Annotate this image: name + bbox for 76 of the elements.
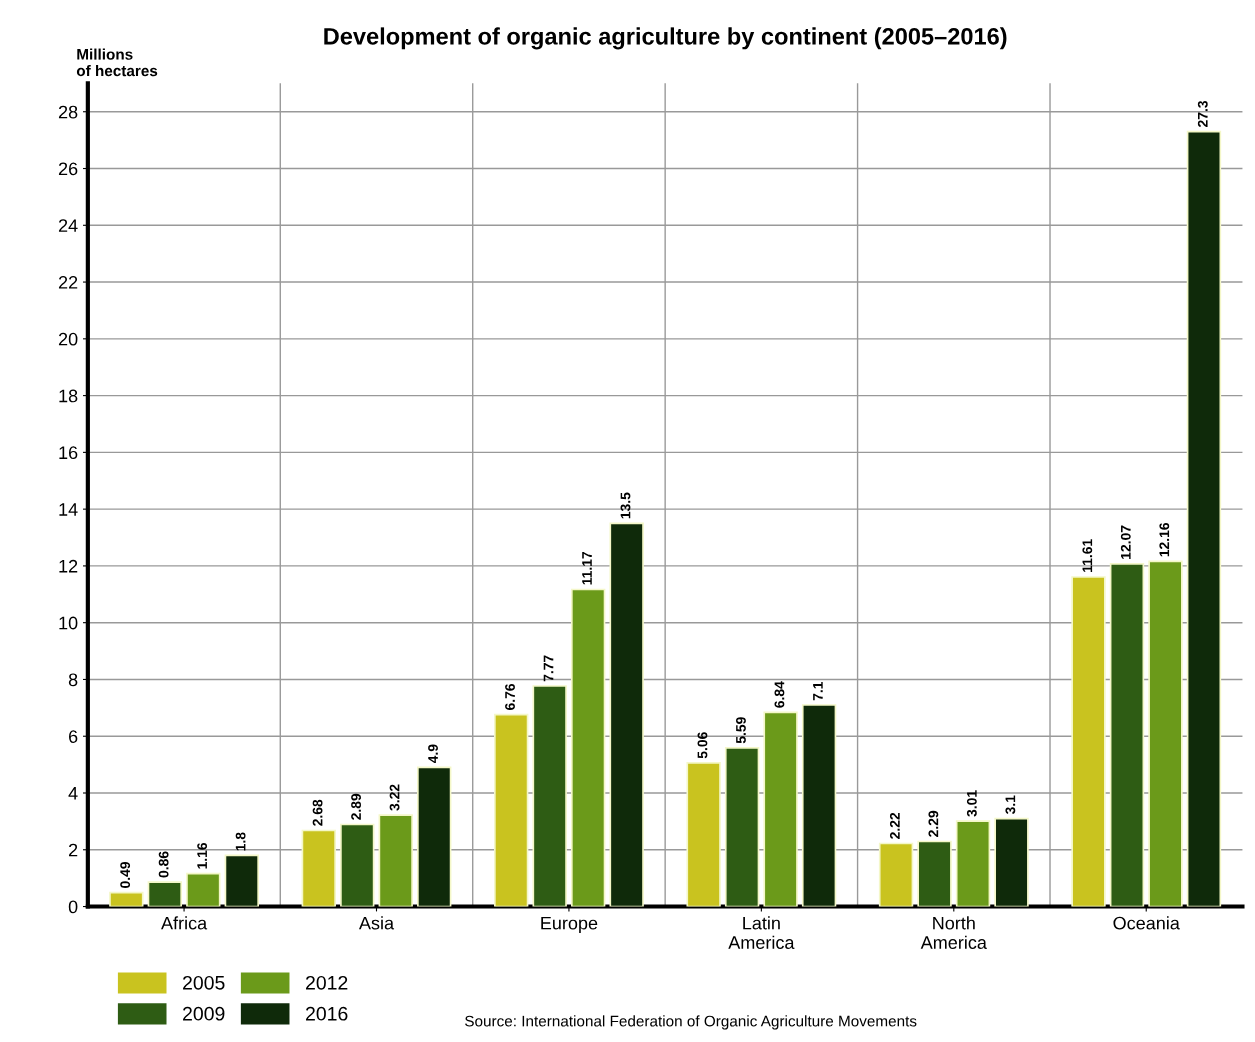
y-tick-label: 28 [58, 105, 78, 119]
data-label: 7.77 [543, 655, 554, 682]
y-axis-title: Millions of hectares [76, 48, 158, 77]
x-tick-label: Europe [541, 916, 598, 934]
bar [1148, 560, 1183, 907]
y-tick-label: 0 [68, 900, 78, 914]
legend-label: 2012 [306, 975, 348, 990]
bar [686, 762, 721, 907]
y-tick-label: 16 [59, 446, 78, 460]
bar [801, 704, 837, 907]
y-tick-label: 14 [59, 503, 78, 516]
data-label: 12.07 [1120, 525, 1131, 559]
y-tick-label: 22 [58, 275, 78, 289]
y-tick-label: 12 [59, 559, 78, 573]
data-label: 3.22 [389, 784, 400, 811]
x-tick-label: Africa [161, 916, 208, 930]
data-label: 0.49 [120, 861, 131, 888]
data-label: 5.59 [736, 717, 746, 744]
data-label: 5.06 [697, 732, 708, 759]
x-tick-label: North America [920, 916, 987, 949]
bar [878, 842, 914, 907]
bar [994, 817, 1029, 907]
data-label: 7.1 [813, 681, 823, 701]
bar [1186, 130, 1222, 907]
data-label: 12.16 [1159, 522, 1170, 557]
data-label: 1.16 [197, 842, 208, 869]
bar [917, 840, 952, 907]
bar [301, 829, 336, 907]
bar [224, 854, 259, 907]
bar [378, 814, 413, 907]
bar [532, 685, 567, 907]
x-tick-label: Latin America [728, 916, 795, 949]
y-tick-label: 10 [59, 616, 78, 630]
y-tick-label: 4 [68, 787, 78, 800]
y-tick-label: 8 [68, 673, 78, 687]
data-label: 11.61 [1082, 539, 1093, 572]
data-label: 27.3 [1197, 100, 1208, 127]
data-label: 0.86 [158, 851, 169, 878]
x-tick-label: Asia [358, 916, 395, 930]
bar [417, 766, 452, 907]
data-label: 11.17 [582, 551, 592, 585]
data-label: 4.9 [428, 744, 438, 764]
bar [109, 891, 144, 907]
data-label: 2.89 [351, 793, 361, 820]
bar [955, 820, 991, 907]
y-tick-label: 24 [58, 219, 78, 232]
bar [340, 823, 375, 907]
bar [1071, 576, 1106, 907]
chart-title: Development of organic agriculture by continent (2005–2016) [324, 27, 1007, 50]
source-note: Source: International Federation of Organic Agriculture Movements [465, 1015, 917, 1030]
y-tick-label: 2 [69, 843, 78, 857]
data-label: 3.1 [1005, 795, 1016, 815]
data-label: 6.84 [774, 681, 785, 708]
bar [609, 522, 644, 907]
y-tick-label: 20 [58, 332, 78, 346]
bar [1109, 563, 1145, 907]
data-label: 2.29 [928, 810, 939, 837]
y-tick-label: 18 [59, 389, 78, 403]
data-label: 3.01 [966, 790, 977, 817]
bar [147, 881, 183, 907]
legend-label: 2005 [183, 975, 225, 990]
bar [186, 872, 221, 907]
data-label: 13.5 [620, 492, 631, 519]
legend-label: 2016 [306, 1006, 348, 1021]
bar [494, 713, 529, 907]
data-label: 2.68 [312, 799, 323, 826]
y-tick-label: 6 [69, 730, 78, 743]
x-tick-label: Oceania [1113, 916, 1180, 930]
bar [570, 588, 606, 907]
data-label: 2.22 [889, 812, 900, 839]
bar [763, 711, 798, 907]
data-label: 6.76 [505, 683, 515, 710]
bar [724, 747, 760, 907]
legend-label: 2009 [183, 1006, 225, 1021]
data-label: 1.8 [235, 832, 246, 851]
y-tick-label: 26 [58, 162, 78, 176]
